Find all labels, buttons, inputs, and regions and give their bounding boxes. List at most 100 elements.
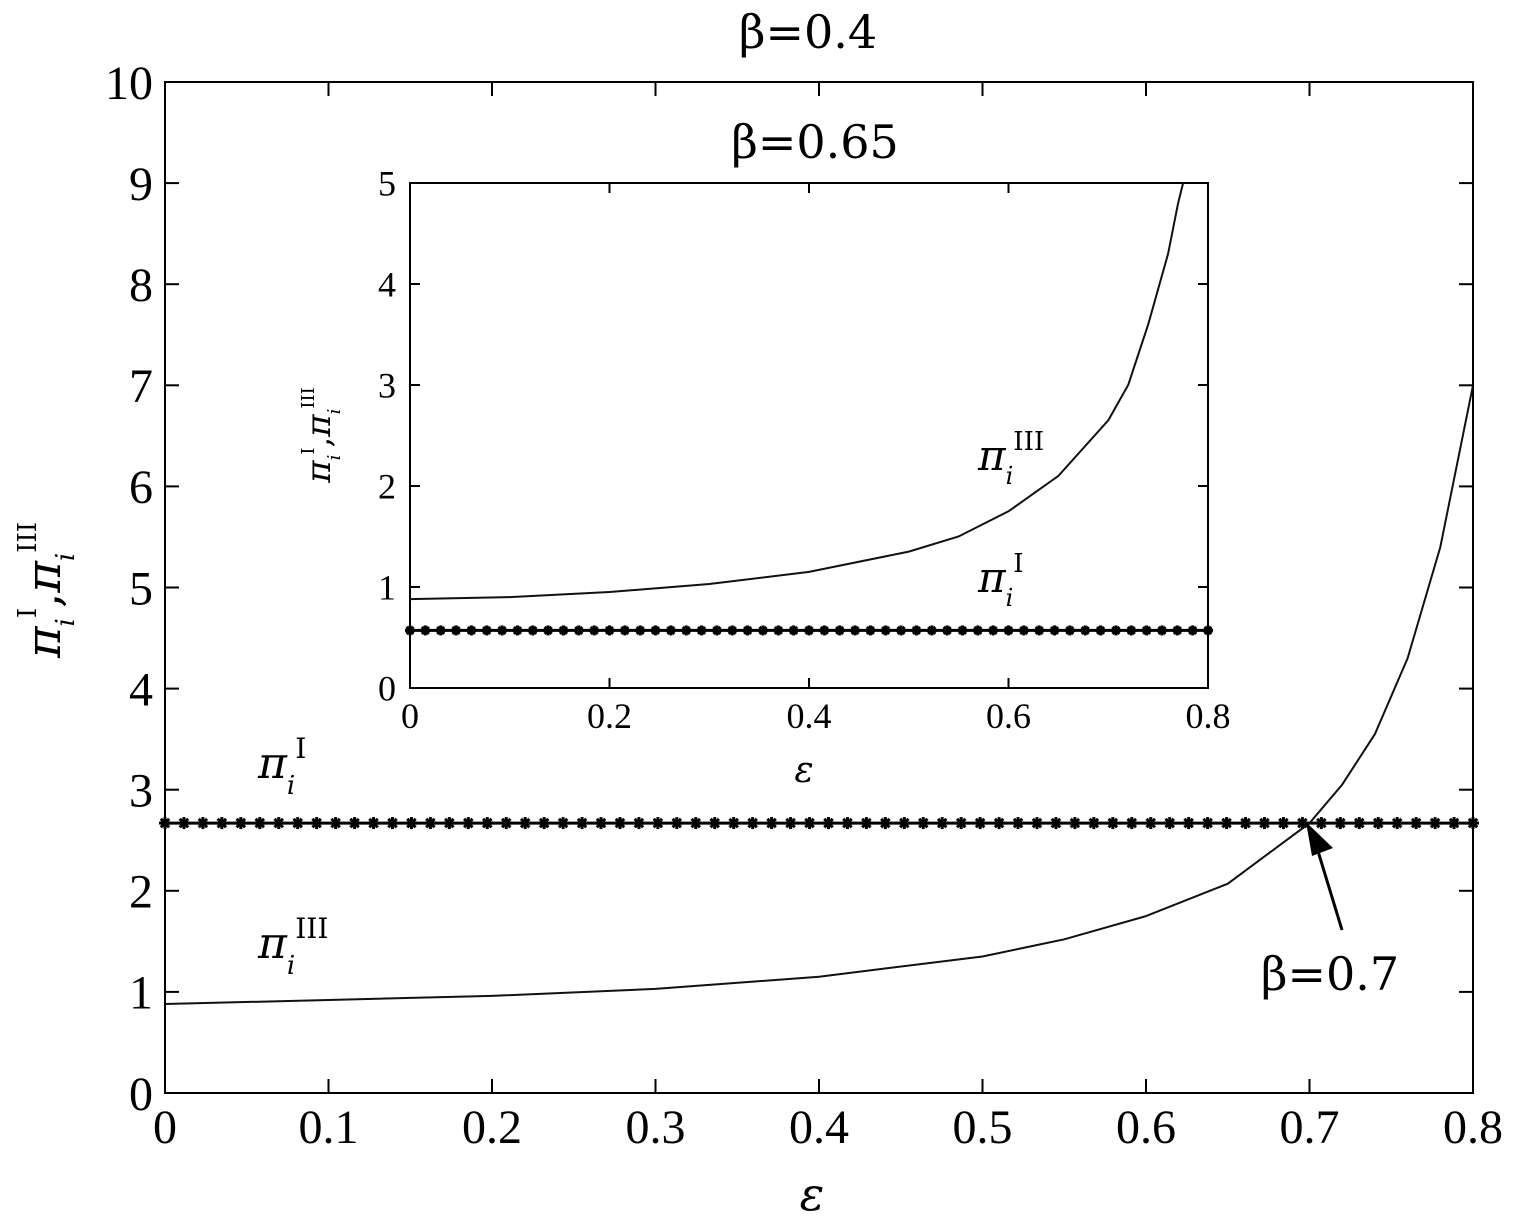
y-tick-label: 2 [378,467,396,507]
y-tick-label: 0 [129,1068,153,1121]
x-tick-label: 0 [153,1101,177,1154]
series-marker-pi-i-I [500,817,513,830]
main-y-label-comma: , [16,593,72,608]
annotation-beta-0-7: β=0.7 [1261,947,1399,1001]
series-marker-pi-i-I [386,817,399,830]
series-marker-pi-i-I [1220,817,1233,830]
series-marker-pi-i-I [1018,625,1029,636]
series-marker-pi-i-I [727,625,738,636]
main-y-label-sub2: i [51,553,81,561]
series-marker-pi-i-I [1064,625,1075,636]
series-marker-pi-i-I [773,625,784,636]
series-marker-pi-i-I [576,817,589,830]
series-marker-pi-i-I [558,625,569,636]
series-marker-pi-i-I [420,625,431,636]
y-tick-label: 4 [129,663,153,716]
x-tick-label: 0.8 [1443,1101,1503,1154]
series-marker-pi-i-I [670,817,683,830]
series-marker-pi-i-I [988,625,999,636]
series-marker-pi-i-I [898,817,911,830]
y-tick-label: 4 [378,265,396,305]
series-marker-pi-i-I [1172,625,1183,636]
series-marker-pi-i-I [462,817,475,830]
series-marker-pi-i-I [466,625,477,636]
series-marker-pi-i-I [253,817,266,830]
series-marker-pi-i-I [1277,817,1290,830]
series-marker-pi-i-I [911,625,922,636]
y-tick-label: 1 [129,967,153,1020]
series-marker-pi-i-I [348,817,361,830]
series-line-pi-i-III [164,385,1474,1005]
y-tick-label: 1 [378,568,396,608]
series-marker-pi-i-I [1144,817,1157,830]
series-marker-pi-i-I [613,817,626,830]
x-tick-label: 0.4 [789,1101,849,1154]
series-marker-pi-i-I [696,625,707,636]
series-marker-pi-i-I [651,817,664,830]
series-marker-pi-i-I [329,817,342,830]
series-marker-pi-i-I [708,817,721,830]
series-marker-pi-i-I [1141,625,1152,636]
series-marker-pi-i-I [424,817,437,830]
series-marker-pi-i-I [757,625,768,636]
series-marker-pi-i-I [865,625,876,636]
series-marker-pi-i-I [527,625,538,636]
main-y-label-sup1: I [13,608,43,618]
series-marker-pi-i-I [784,817,797,830]
series-marker-pi-i-I [1182,817,1195,830]
series-marker-pi-i-I [765,817,778,830]
series-marker-pi-i-I [291,817,304,830]
series-marker-pi-i-I [1049,625,1060,636]
x-tick-label: 0.4 [787,696,832,736]
main-chart-title: β=0.4 [739,5,877,59]
series-marker-pi-i-I [1012,817,1025,830]
main-series-layer [159,385,1479,1005]
x-tick-label: 0.2 [462,1101,522,1154]
series-marker-pi-i-I [1372,817,1385,830]
series-marker-pi-i-I [1080,625,1091,636]
series-line-pi-i-III [409,182,1185,601]
series-marker-pi-i-I [650,625,661,636]
series-marker-pi-i-I [665,625,676,636]
y-tick-label: 5 [129,562,153,615]
series-marker-pi-i-I [834,625,845,636]
series-marker-pi-i-I [822,817,835,830]
y-tick-label: 6 [129,461,153,514]
series-marker-pi-i-I [1187,625,1198,636]
series-marker-pi-i-I [272,817,285,830]
series-marker-pi-i-I [367,817,380,830]
series-marker-pi-i-I [1087,817,1100,830]
series-marker-pi-i-I [405,817,418,830]
series-marker-pi-i-I [993,817,1006,830]
y-tick-label: 3 [129,765,153,818]
series-marker-pi-i-I [689,817,702,830]
main-y-label-sub1: i [51,618,81,626]
series-marker-pi-i-I [860,817,873,830]
series-marker-pi-i-I [880,625,891,636]
x-tick-label: 0.1 [299,1101,359,1154]
y-tick-label: 10 [105,57,153,110]
series-marker-pi-i-I [957,625,968,636]
x-tick-label: 0.6 [986,696,1031,736]
series-marker-pi-i-I [1031,817,1043,830]
series-marker-pi-i-I [1429,817,1442,830]
series-marker-pi-i-I [1353,817,1366,830]
series-marker-pi-i-I [1410,817,1423,830]
main-x-axis-label: ε [800,1167,825,1217]
series-marker-pi-i-I [1106,817,1119,830]
series-marker-pi-i-I [1156,625,1167,636]
series-marker-pi-i-I [1068,817,1081,830]
series-marker-pi-i-I [788,625,799,636]
series-marker-pi-i-I [481,817,494,830]
inset-x-axis-label: ε [794,750,813,791]
inset-axis-ticks: 0 0.2 0.4 0.6 0.8 0 1 2 3 4 5 [378,164,1231,736]
series-marker-pi-i-I [942,625,953,636]
series-marker-pi-i-I [451,625,462,636]
series-marker-pi-i-I [879,817,892,830]
series-marker-pi-i-I [1315,817,1328,830]
series-marker-pi-i-I [1163,817,1176,830]
series-marker-pi-i-I [519,817,532,830]
series-marker-pi-i-I [481,625,492,636]
x-tick-label: 0.2 [587,696,632,736]
